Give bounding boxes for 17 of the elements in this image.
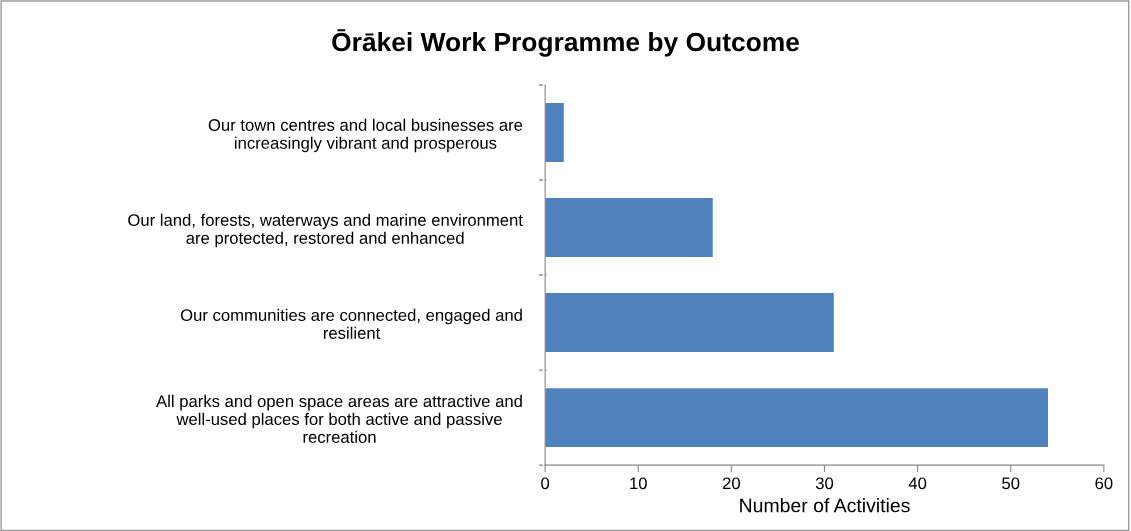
y-tick-label: All parks and open space areas are attractive and well-used places for both active and passive recreation xyxy=(156,394,522,443)
x-tick-label: 0 xyxy=(541,477,550,490)
y-tick-label: Our communities are connected, engaged and resilient xyxy=(180,308,522,339)
x-tick-label: 60 xyxy=(1095,477,1113,490)
x-tick-label: 30 xyxy=(815,477,834,490)
bar xyxy=(545,293,834,353)
x-tick-label: 40 xyxy=(908,477,927,490)
chart-title: Ōrākei Work Programme by Outcome xyxy=(332,29,800,57)
bar xyxy=(545,388,1048,448)
bar xyxy=(545,103,564,162)
x-axis-title: Number of Activities xyxy=(740,498,910,513)
y-tick-label: Our town centres and local businesses are increasingly vibrant and prosperous xyxy=(208,118,523,153)
y-tick-label: Our land, forests, waterways and marine environment are protected, restored and enhanced xyxy=(128,213,523,248)
bar xyxy=(545,198,713,257)
x-tick-label: 50 xyxy=(1002,477,1020,490)
x-tick-label: 10 xyxy=(630,477,647,490)
x-tick-label: 20 xyxy=(722,477,740,490)
